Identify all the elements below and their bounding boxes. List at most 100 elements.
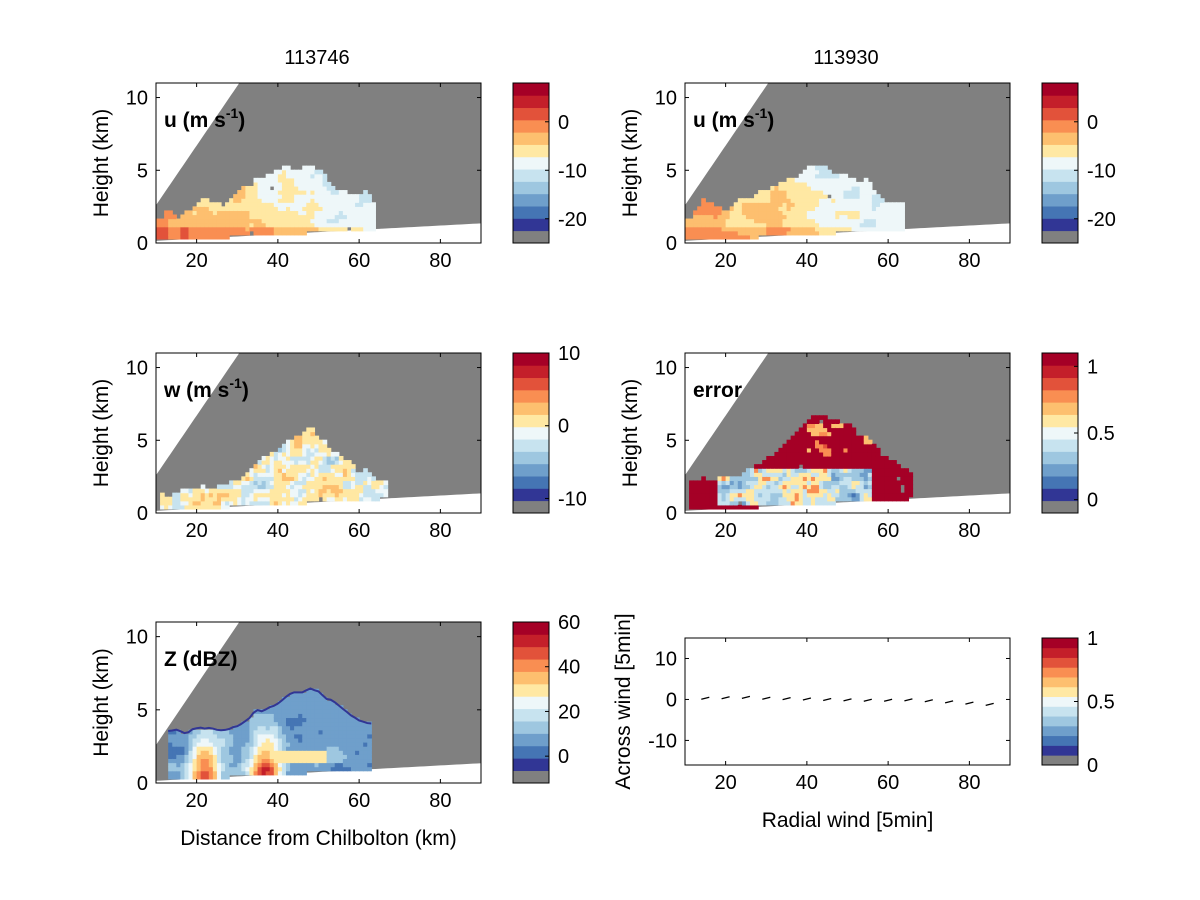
colorbar-swatch [513,132,549,145]
colorbar-tick-label: 0 [558,746,569,768]
colorbar-swatch [513,181,549,195]
colorbar-swatch [1042,414,1078,428]
colorbar-swatch [513,770,549,784]
x-tick-label: 80 [958,250,980,272]
colorbar-swatch [513,426,549,440]
panel-u1: 20 40 60 80 0 5 10 Height (km) u (m s-1) 0 -10 -20 [90,82,587,272]
x-tick-label: 20 [715,250,737,272]
panel-label: u (m s-1) [164,105,245,132]
field-u1 [156,165,376,240]
colorbar-u1: 0 -10 -20 [512,82,587,244]
wind-vector [904,698,913,702]
field-w [160,427,389,510]
axes-frame-w [155,352,482,514]
colorbar-swatch [513,683,549,697]
wind-vector [863,698,872,702]
colorbar-tick-label: -10 [1087,160,1116,182]
x-axis-label: Distance from Chilbolton (km) [180,827,457,850]
y-axis-label: Across wind [5min] [612,613,635,789]
x-tick-label: 80 [958,520,980,542]
colorbar-tick-label: -20 [558,209,587,231]
colorbar-swatch [513,671,549,685]
colorbar-swatch [1042,206,1078,219]
y-axis-label: Height (km) [90,648,113,757]
colorbar-swatch [1042,230,1078,244]
plot-area-w [156,353,481,513]
colorbar-swatch [513,463,549,477]
colorbar-swatch [1042,83,1078,96]
colorbar-swatch [513,402,549,415]
y-tick-label: 10 [655,358,677,380]
colorbar-swatch [513,733,549,747]
colorbar-tick-label: 0 [1087,112,1098,134]
wind-vector [944,700,954,704]
panel-label: error [693,379,742,402]
x-tick-label: 80 [429,790,451,812]
x-tick-label: 40 [796,520,818,542]
field-u2 [685,165,905,240]
colorbar-swatch [1042,119,1078,133]
colorbar-tick-label: 1 [1087,628,1098,650]
colorbar-q: 10.50 [1041,628,1115,777]
colorbar-swatch [513,646,549,660]
colorbar-swatch [1042,463,1078,477]
colorbar-tick-label: 20 [558,701,580,723]
colorbar-tick-label: 0.5 [1087,423,1115,445]
colorbar-swatch [513,758,549,772]
colorbar-w: 10 0 -10 [512,343,587,514]
x-tick-label: 40 [796,772,818,794]
x-tick-label: 40 [267,520,289,542]
colorbar-swatch [1042,389,1078,403]
colorbar-swatch [1042,144,1078,158]
x-tick-label: 20 [186,790,208,812]
colorbar-swatch [513,696,549,710]
y-tick-label: 5 [137,700,148,722]
y-axis-label: Height (km) [90,109,113,218]
colorbar-swatch [513,476,549,489]
wind-vector [701,696,710,700]
x-tick-label: 60 [877,520,899,542]
x-tick-label: 60 [348,520,370,542]
colorbar-swatch [513,439,549,452]
colorbar-swatch [1042,696,1078,707]
colorbar-swatch [1042,667,1078,678]
y-tick-label: 10 [126,88,148,110]
colorbar-swatch [1042,95,1078,109]
axes-frame-q [684,637,1011,766]
wind-vector [802,697,812,701]
colorbar-tick-label: 1 [1087,356,1098,378]
colorbar-swatch [513,745,549,759]
colorbar-swatch [1042,218,1078,232]
field-err [689,415,914,510]
colorbar-swatch [1042,377,1078,391]
x-tick-label: 20 [186,250,208,272]
colorbar-swatch [1042,353,1078,366]
colorbar-swatch [1042,500,1078,514]
y-tick-label: 10 [126,358,148,380]
colorbar-tick-label: 40 [558,657,580,679]
colorbar-swatch [513,119,549,133]
x-tick-label: 40 [267,790,289,812]
colorbar-swatch [513,95,549,109]
x-tick-label: 60 [877,250,899,272]
y-axis-label: Height (km) [619,379,642,488]
y-tick-label: 0 [137,233,148,255]
colorbar-swatch [513,230,549,244]
colorbar-tick-label: -20 [1087,209,1116,231]
panel-label: u (m s-1) [693,105,774,132]
colorbar-swatch [513,353,549,366]
plot-background [685,638,1010,765]
colorbar-swatch [1042,638,1078,649]
colorbar-swatch [513,488,549,502]
colorbar-swatch [1042,439,1078,452]
column-title-left: 113746 [284,47,349,69]
colorbar-swatch [513,218,549,232]
panel-label: w (m s-1) [163,375,249,402]
y-tick-label: 5 [666,430,677,452]
colorbar-swatch [513,193,549,207]
plot-area-z [156,622,481,783]
x-tick-label: 80 [429,250,451,272]
radar-sector-w [156,353,481,511]
colorbar-swatch [1042,706,1078,717]
